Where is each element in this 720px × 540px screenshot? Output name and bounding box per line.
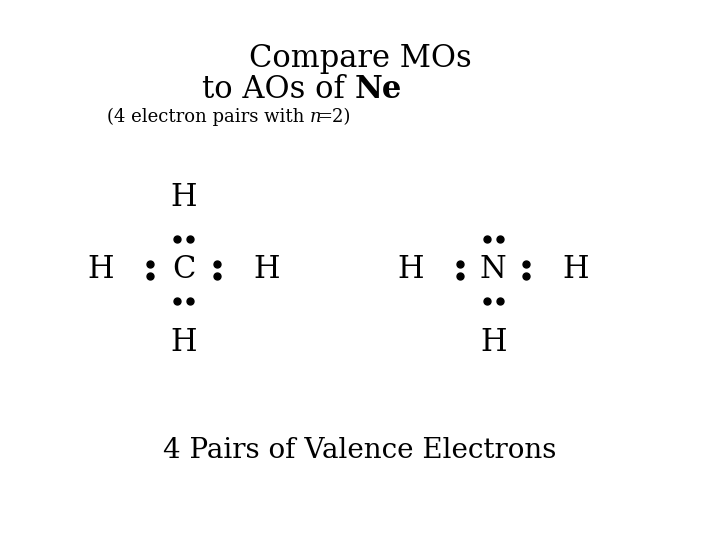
Text: H: H [171, 327, 197, 359]
Text: n: n [310, 108, 322, 126]
Text: H: H [397, 254, 423, 286]
Text: H: H [88, 254, 114, 286]
Text: N: N [480, 254, 507, 286]
Text: H: H [480, 327, 506, 359]
Text: C: C [172, 254, 195, 286]
Text: H: H [253, 254, 279, 286]
Text: =2): =2) [317, 108, 351, 126]
Text: Compare MOs: Compare MOs [248, 43, 472, 73]
Text: Ne: Ne [355, 75, 402, 105]
Text: 4 Pairs of Valence Electrons: 4 Pairs of Valence Electrons [163, 436, 557, 463]
Text: H: H [563, 254, 589, 286]
Text: to AOs of: to AOs of [202, 75, 355, 105]
Text: (4 electron pairs with: (4 electron pairs with [107, 108, 310, 126]
Text: H: H [171, 181, 197, 213]
